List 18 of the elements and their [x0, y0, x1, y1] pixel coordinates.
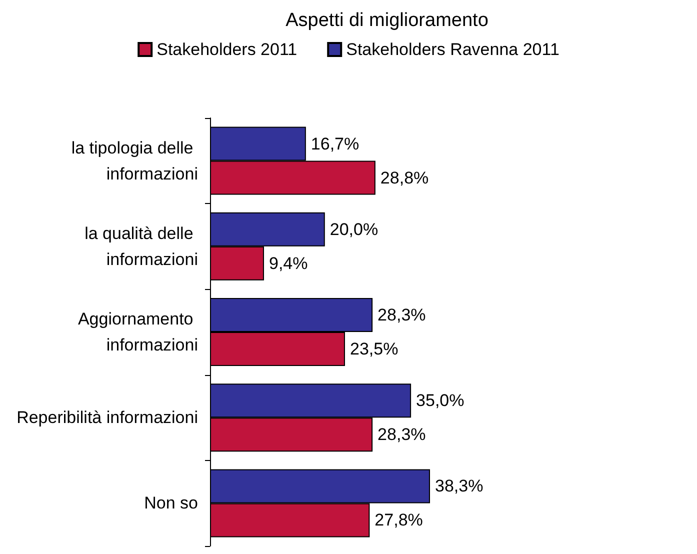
data-label: 28,3%: [378, 425, 426, 444]
data-label: 20,0%: [330, 220, 378, 239]
y-tick-label: Aggiornamento informazioni: [78, 310, 198, 354]
y-tick-label: Reperibilità informazioni: [16, 408, 198, 428]
chart-title: Aspetti di miglioramento: [286, 10, 488, 31]
data-label: 28,8%: [380, 168, 429, 188]
y-tick-label: la tipologia delle informazioni: [71, 138, 198, 184]
data-label: 27,8%: [374, 510, 423, 530]
y-tick-label: Non so: [144, 494, 198, 513]
data-label: 9,4%: [268, 254, 308, 273]
data-label: 16,7%: [310, 134, 360, 154]
data-label: 38,3%: [435, 476, 484, 496]
legend-label: Stakeholders 2011: [156, 40, 298, 59]
y-tick-label: la qualità delle informazioni: [84, 224, 198, 269]
data-label: 28,3%: [378, 306, 426, 324]
data-label: 23,5%: [350, 340, 398, 358]
data-label: 35,0%: [416, 391, 464, 410]
legend-label: Stakeholders Ravenna 2011: [346, 40, 560, 59]
